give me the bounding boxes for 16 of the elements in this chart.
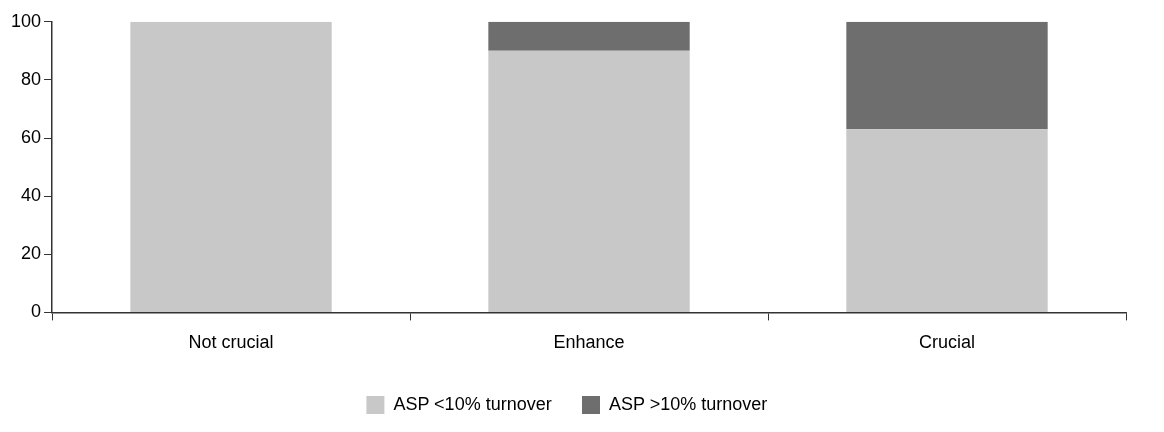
bar xyxy=(488,50,690,312)
bar xyxy=(846,129,1048,312)
legend-label: ASP >10% turnover xyxy=(609,393,768,414)
y-tick-label: 40 xyxy=(21,185,42,206)
y-tick-label: 80 xyxy=(21,68,42,89)
x-tick-label: Not crucial xyxy=(188,332,274,353)
legend-label: ASP <10% turnover xyxy=(393,393,552,414)
y-tick-label: 0 xyxy=(31,301,42,322)
bar xyxy=(130,21,332,312)
bar xyxy=(488,21,690,51)
x-tick-label: Crucial xyxy=(919,332,976,353)
y-tick-label: 20 xyxy=(21,243,42,264)
bar xyxy=(846,21,1048,130)
y-tick-label: 60 xyxy=(21,127,42,148)
x-tick-label: Enhance xyxy=(553,332,625,353)
y-tick-label: 100 xyxy=(10,10,42,31)
